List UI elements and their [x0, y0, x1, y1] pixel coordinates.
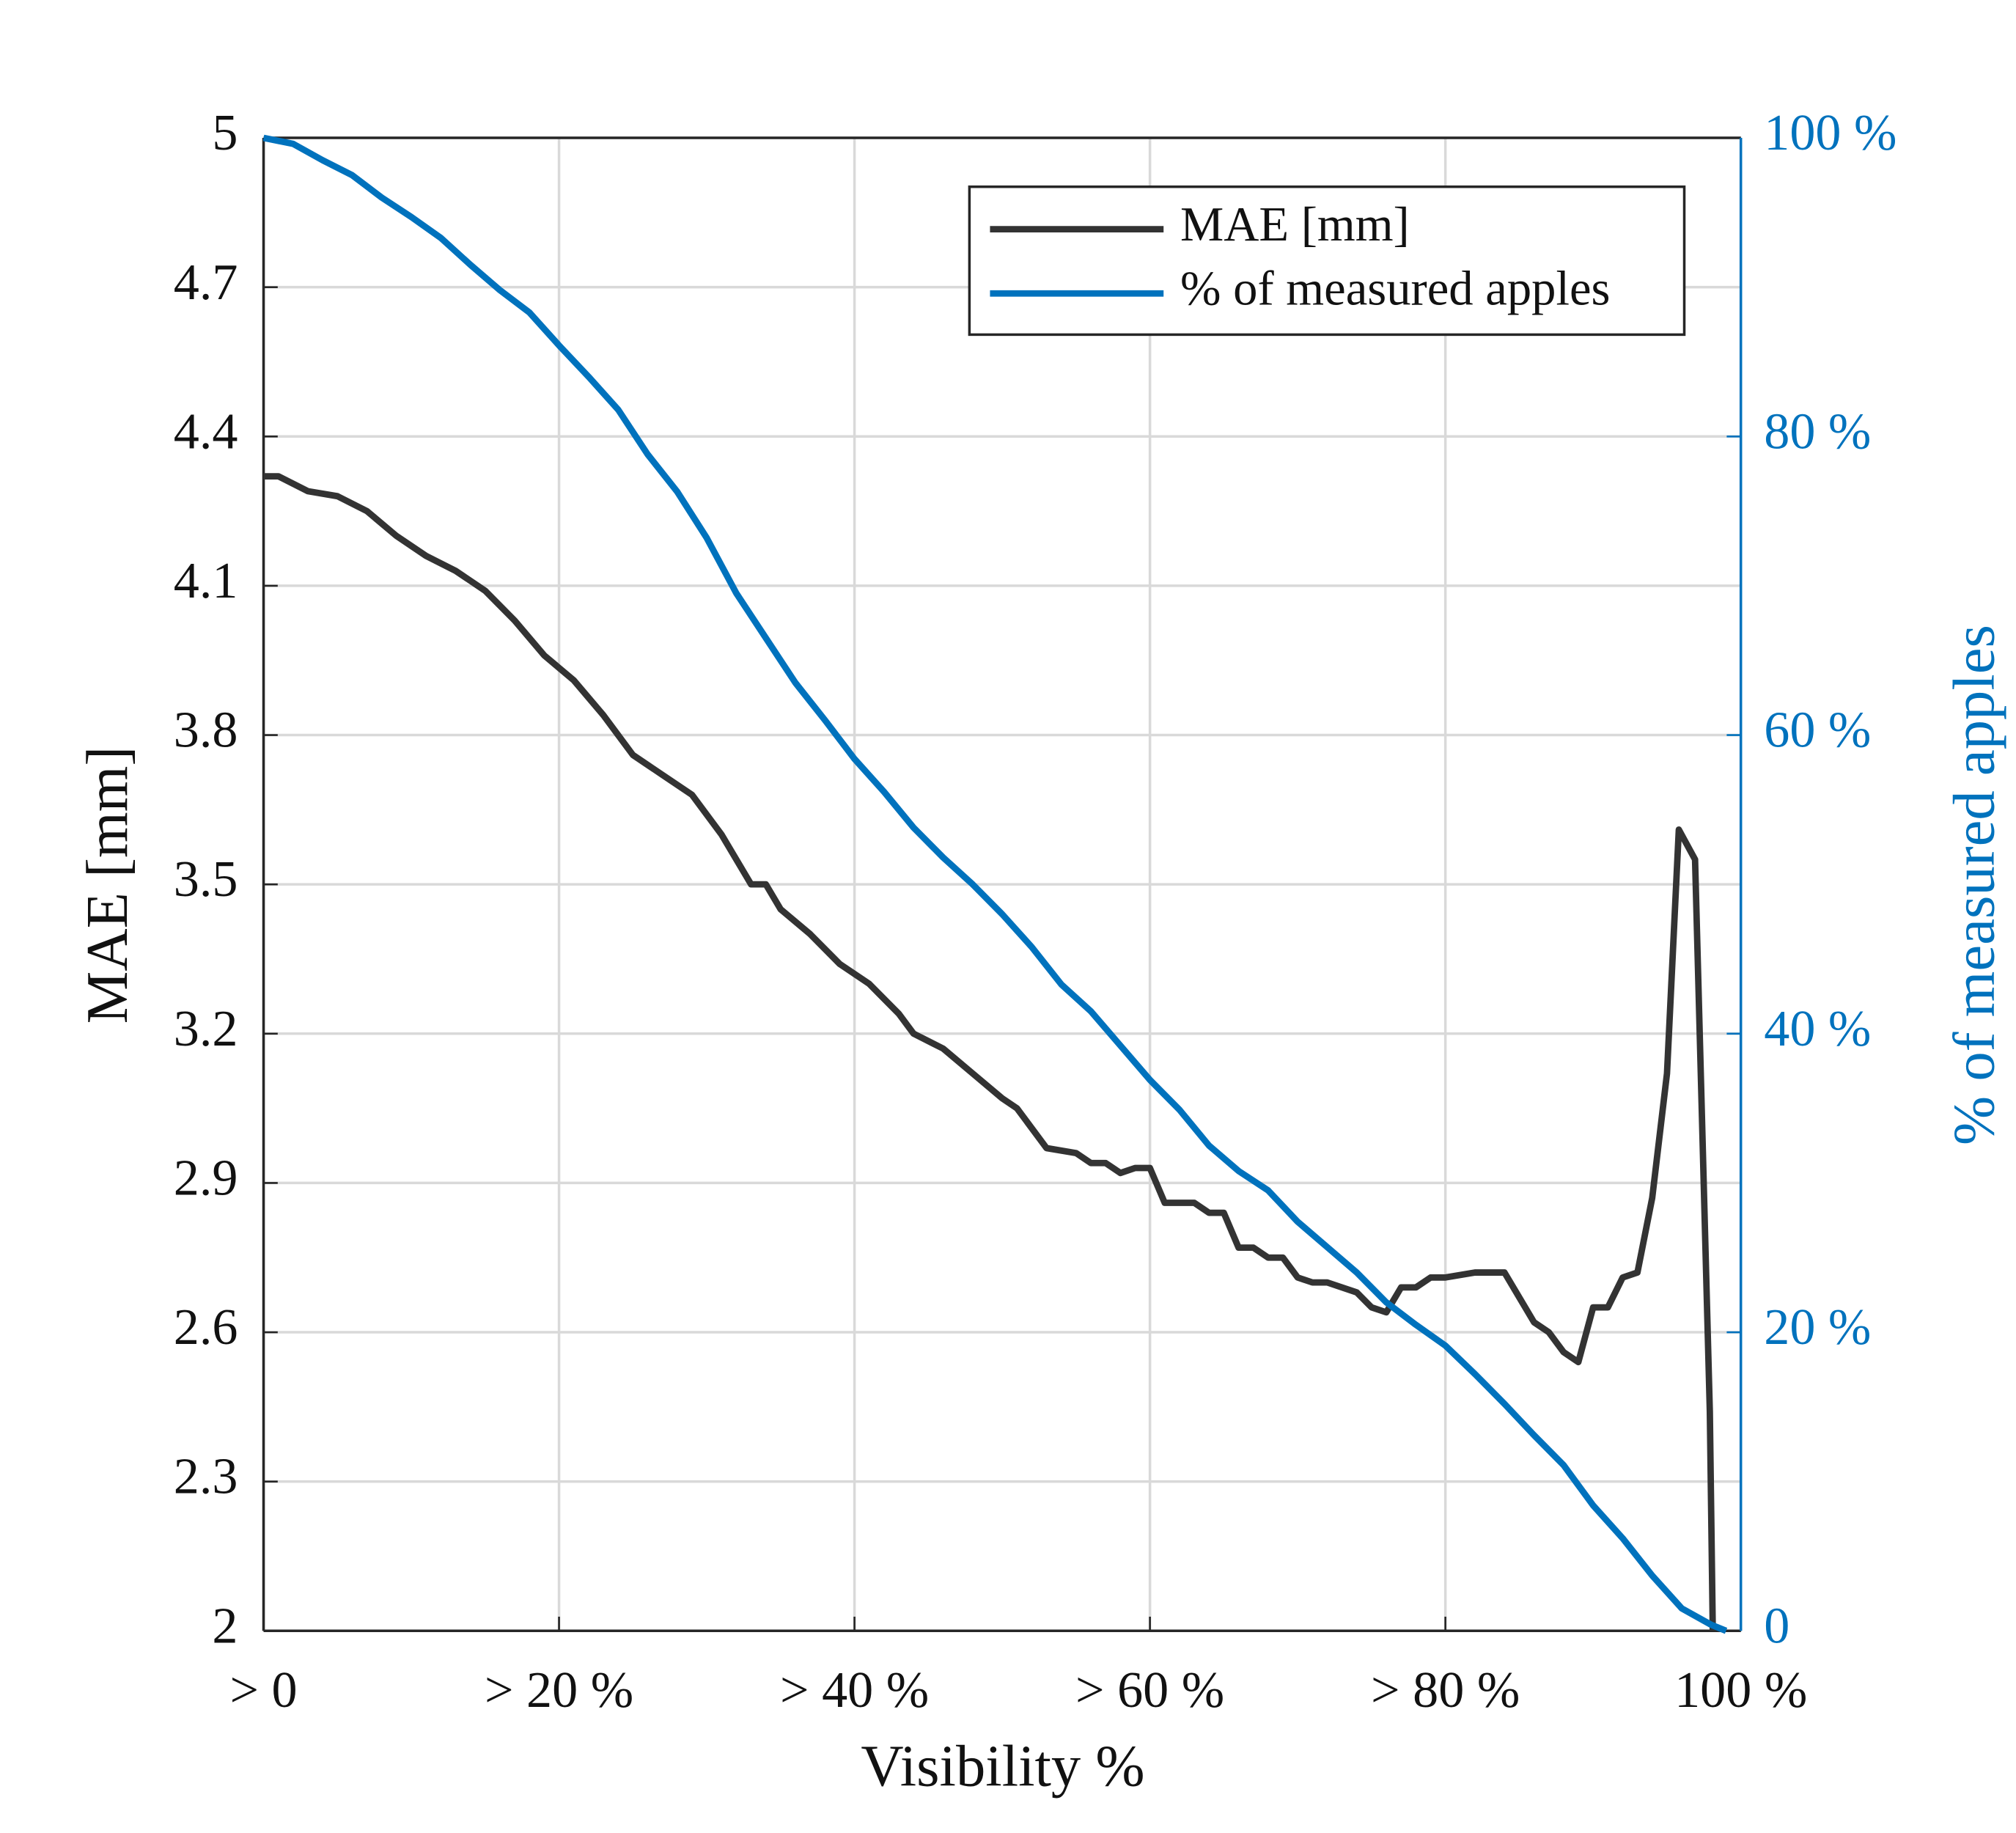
y2-tick-label: 20 %	[1764, 1298, 1871, 1356]
y-tick-label: 2.3	[174, 1448, 238, 1505]
x-tick-label: > 80 %	[1371, 1661, 1520, 1719]
legend-label: % of measured apples	[1180, 262, 1610, 316]
y2-tick-label: 60 %	[1764, 702, 1871, 759]
x-tick-label: > 40 %	[780, 1661, 929, 1719]
y2-tick-label: 40 %	[1764, 1000, 1871, 1057]
data-line	[262, 134, 1728, 1634]
legend-box	[968, 185, 1686, 337]
y2-tick-label: 80 %	[1764, 403, 1871, 460]
x-tick-label: 100 %	[1674, 1661, 1807, 1719]
y-tick-label: 4.4	[174, 403, 238, 460]
legend-label: MAE [mm]	[1180, 198, 1410, 251]
y2-tick-label: 0	[1764, 1597, 1789, 1654]
x-tick-label: > 60 %	[1075, 1661, 1224, 1719]
y-tick-label: 2.9	[174, 1149, 238, 1206]
y-tick-label: 2	[212, 1597, 238, 1654]
x-tick-label: > 20 %	[485, 1661, 633, 1719]
data-line	[263, 473, 1716, 1631]
y-tick-label: 4.1	[174, 552, 238, 609]
x-tick-label: > 0	[229, 1661, 297, 1719]
y2-axis-title: % of measured apples	[1941, 625, 2006, 1145]
y-tick-label: 5	[212, 104, 238, 161]
y-tick-label: 3.8	[174, 702, 238, 759]
y-tick-label: 3.2	[174, 1000, 238, 1057]
y-axis-title: MAE [mm]	[75, 746, 140, 1024]
y-tick-label: 2.6	[174, 1298, 238, 1356]
x-axis-title: Visibility %	[861, 1734, 1144, 1799]
y-tick-label: 3.5	[174, 851, 238, 908]
y-tick-label: 4.7	[174, 254, 238, 311]
y2-tick-label: 100 %	[1764, 104, 1897, 161]
